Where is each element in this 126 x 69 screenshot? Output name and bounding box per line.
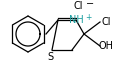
Text: NH: NH [69, 15, 83, 25]
Text: OH: OH [99, 41, 114, 51]
Text: +: + [85, 12, 91, 22]
Text: Cl: Cl [101, 17, 111, 27]
Text: −: − [86, 0, 94, 9]
Text: Cl: Cl [73, 1, 83, 11]
Text: S: S [47, 52, 53, 62]
